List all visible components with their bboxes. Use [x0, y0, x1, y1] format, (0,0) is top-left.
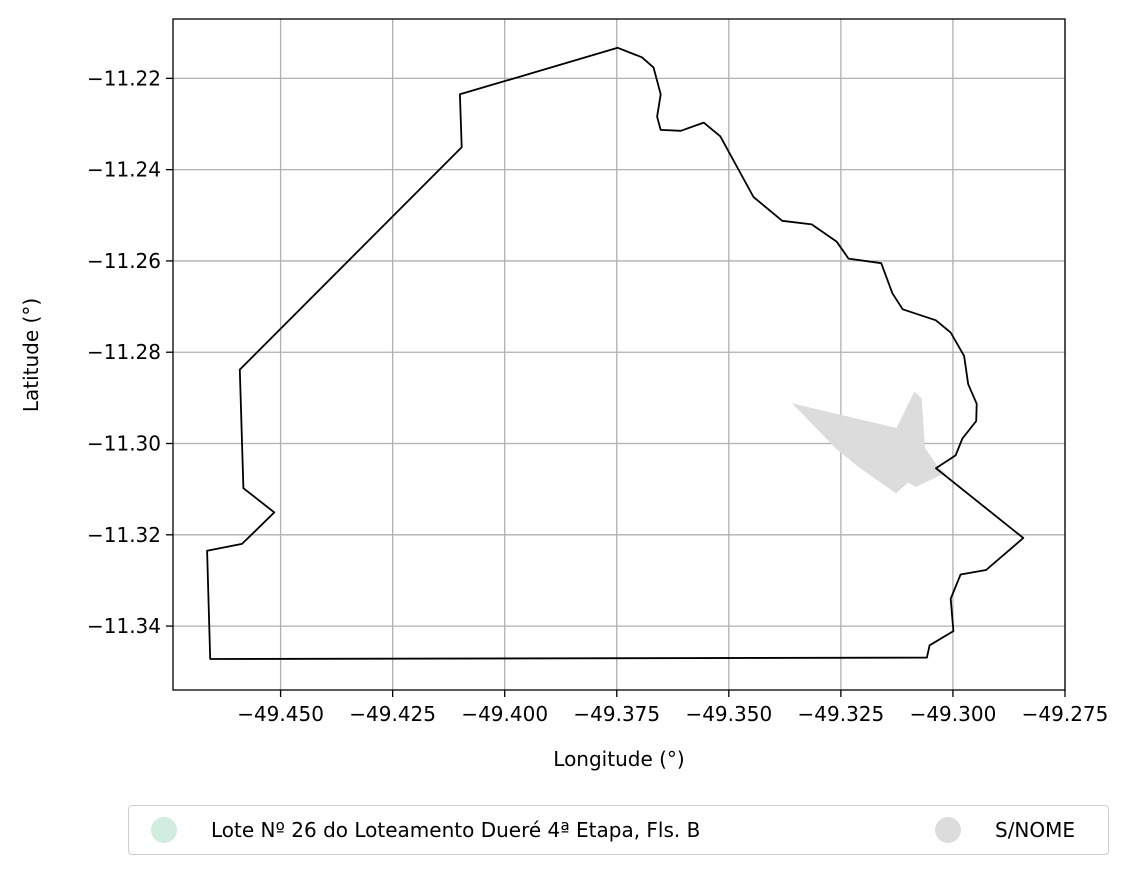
y-axis-label: Latitude (°): [19, 298, 43, 412]
y-tick-label: −11.28: [87, 340, 161, 364]
legend-marker-s-nome: [935, 817, 961, 843]
region-polygons: [792, 391, 951, 494]
x-tick-label: −49.400: [461, 702, 548, 726]
legend-label-s-nome: S/NOME: [995, 818, 1076, 842]
x-tick-label: −49.450: [237, 702, 324, 726]
boundary-outline-layer: [206, 46, 1025, 660]
legend: Lote Nº 26 do Loteamento Dueré 4ª Etapa,…: [128, 805, 1109, 855]
y-tick-label: −11.22: [87, 66, 161, 90]
legend-item-s-nome: S/NOME: [935, 806, 1075, 854]
y-tick-label: −11.26: [87, 249, 161, 273]
x-tick-label: −49.325: [798, 702, 885, 726]
grid-lines: [173, 19, 1066, 690]
x-tick-label: −49.350: [685, 702, 772, 726]
boundary-outline: [206, 46, 1025, 660]
axis-ticks: −49.450 −49.425 −49.400 −49.375 −49.350 −49.3…: [87, 66, 1108, 726]
region-polygon-1: [792, 391, 951, 494]
y-tick-label: −11.24: [87, 158, 161, 182]
legend-label-lote-26: Lote Nº 26 do Loteamento Dueré 4ª Etapa,…: [211, 818, 701, 842]
y-tick-label: −11.30: [87, 432, 161, 456]
x-tick-label: −49.425: [349, 702, 436, 726]
x-tick-label: −49.275: [1022, 702, 1109, 726]
x-axis-label: Longitude (°): [553, 747, 684, 771]
x-tick-label: −49.300: [910, 702, 997, 726]
plot-frame: [172, 18, 1066, 691]
legend-item-lote-26: Lote Nº 26 do Loteamento Dueré 4ª Etapa,…: [151, 806, 700, 854]
y-tick-label: −11.32: [87, 523, 161, 547]
legend-marker-lote-26: [151, 817, 177, 843]
y-tick-label: −11.34: [87, 614, 161, 638]
x-tick-label: −49.375: [573, 702, 660, 726]
